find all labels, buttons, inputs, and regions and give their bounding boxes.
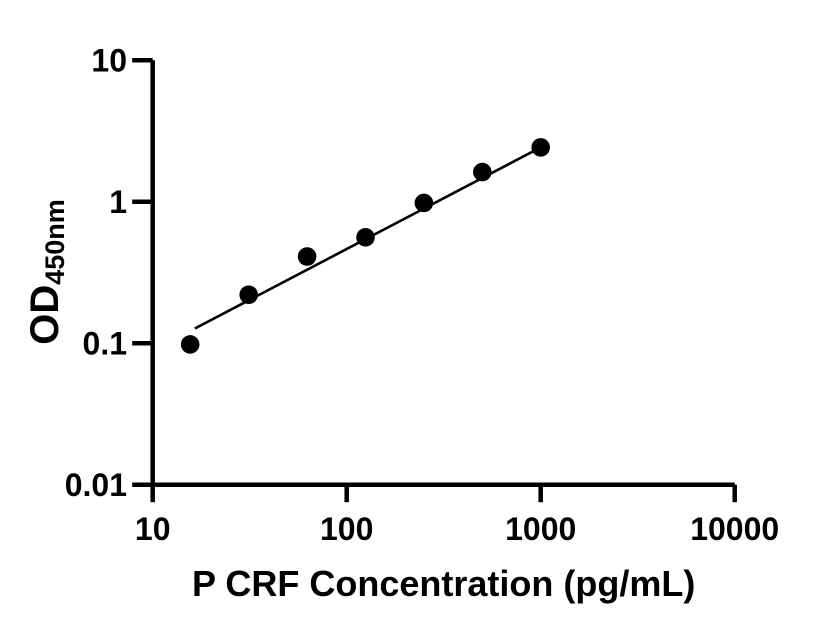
- x-tick-label: 1000: [505, 511, 576, 547]
- data-point: [531, 138, 550, 157]
- data-point: [180, 335, 200, 354]
- data-point: [473, 162, 492, 182]
- data-point: [356, 228, 375, 247]
- y-axis-title: OD450nm: [23, 199, 70, 345]
- x-tick-label: 10000: [690, 511, 779, 547]
- x-axis-title: P CRF Concentration (pg/mL): [192, 563, 695, 604]
- data-point: [297, 247, 317, 266]
- axes-spine: [150, 60, 735, 487]
- data-point: [239, 285, 259, 305]
- y-tick-label: 10: [91, 43, 127, 79]
- x-tick-label: 10: [135, 511, 171, 547]
- y-tick-label: 1: [109, 184, 127, 220]
- data-point: [414, 193, 434, 213]
- y-axis-title-main: OD: [23, 285, 67, 345]
- y-tick-label: 0.1: [83, 326, 127, 362]
- y-axis-title-subscript: 450nm: [40, 199, 70, 285]
- y-tick-label: 0.01: [65, 467, 127, 503]
- x-tick-label: 100: [320, 511, 373, 547]
